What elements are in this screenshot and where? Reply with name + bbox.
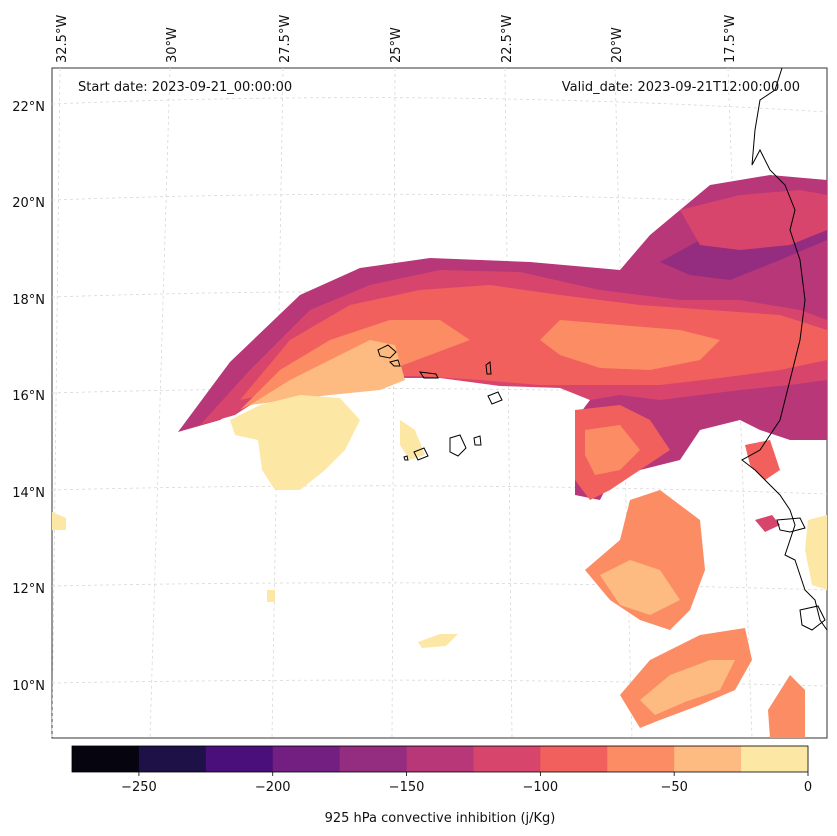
gridline-lon-20 xyxy=(614,67,633,739)
cin-band-south-peach xyxy=(600,560,680,615)
colorbar-swatch xyxy=(406,746,474,772)
island-brava xyxy=(403,455,409,461)
cin-band-coast-patch xyxy=(755,515,780,532)
colorbar-ticks: −250 −200 −150 −100 −50 0 xyxy=(121,772,812,795)
cin-patch-small xyxy=(267,590,275,602)
lat-label-18: 18°N xyxy=(12,293,45,308)
colorbar-swatch xyxy=(540,746,608,772)
colorbar-tick-label: 0 xyxy=(804,780,812,795)
latitude-labels: 22°N 20°N 18°N 16°N 14°N 12°N 10°N xyxy=(12,100,45,694)
lat-label-20: 20°N xyxy=(12,196,45,211)
lat-label-14: 14°N xyxy=(12,486,45,501)
gridline-lat-12 xyxy=(51,582,828,591)
colorbar-swatch xyxy=(339,746,408,772)
gridline-lon-25 xyxy=(391,67,396,739)
cin-band-southeast-corner xyxy=(768,675,805,738)
gridline-lon-22-5 xyxy=(504,67,513,739)
colorbar-tick-label: −150 xyxy=(389,780,425,795)
lon-label-22-5: 22.5°W xyxy=(500,15,515,63)
colorbar-swatch xyxy=(607,746,675,772)
coast-gambia xyxy=(776,517,806,533)
gridline-lat-10 xyxy=(51,679,828,687)
island-boa-vista xyxy=(487,391,503,405)
colorbar-swatches xyxy=(72,746,809,772)
map-area: Start date: 2023-09-21_00:00:00 Valid_da… xyxy=(51,67,828,739)
gridline-lat-22 xyxy=(51,97,828,113)
gridline-lat-16 xyxy=(51,388,828,399)
lon-label-25: 25°W xyxy=(389,27,404,63)
lat-label-16: 16°N xyxy=(12,389,45,404)
lat-label-12: 12°N xyxy=(12,582,45,597)
island-sao-vicente xyxy=(389,359,401,367)
colorbar-tick-label: −50 xyxy=(660,780,687,795)
colorbar-swatch xyxy=(272,746,341,772)
gridline-lat-14 xyxy=(51,485,828,495)
lon-label-32-5: 32.5°W xyxy=(55,15,70,63)
graticule xyxy=(51,67,828,739)
longitude-labels: 32.5°W 30°W 27.5°W 25°W 22.5°W 20°W 17.5… xyxy=(55,15,738,63)
gridline-lon-17-5 xyxy=(727,67,753,739)
island-santo-antao xyxy=(377,344,397,359)
start-date-label: Start date: 2023-09-21_00:00:00 xyxy=(78,80,292,95)
colorbar-swatch xyxy=(741,746,809,772)
cin-contour-field xyxy=(52,175,827,738)
colorbar-tick-label: −100 xyxy=(523,780,559,795)
africa-coastline xyxy=(741,67,828,631)
colorbar-outline xyxy=(71,745,809,773)
colorbar-swatch xyxy=(72,746,140,772)
cin-band-cream xyxy=(230,395,360,490)
coast-bijagos xyxy=(799,605,826,631)
island-fogo xyxy=(413,447,429,461)
lon-label-17-5: 17.5°W xyxy=(723,15,738,63)
island-maio xyxy=(473,435,482,446)
cin-band-peach xyxy=(250,340,405,405)
colorbar-swatch xyxy=(473,746,541,772)
valid-date-label: Valid_date: 2023-09-21T12:00:00.00 xyxy=(562,80,800,95)
colorbar-title: 925 hPa convective inhibition (j/Kg) xyxy=(325,811,556,826)
cin-band-coast-coral xyxy=(745,440,780,480)
gridline-lon-32-5 xyxy=(51,67,61,739)
lat-label-22: 22°N xyxy=(12,100,45,115)
cin-patch-streak xyxy=(418,634,458,648)
island-santiago xyxy=(449,434,467,457)
island-sal xyxy=(485,361,492,375)
lon-label-27-5: 27.5°W xyxy=(278,15,293,63)
cin-band-south-east-peach xyxy=(640,660,735,715)
gridline-lon-27-5 xyxy=(271,67,284,739)
cin-band-pink-north xyxy=(680,190,827,250)
gridline-lat-20 xyxy=(51,193,828,207)
lon-label-20: 20°W xyxy=(610,27,625,63)
colorbar-tick-label: −200 xyxy=(255,780,291,795)
lon-label-30: 30°W xyxy=(165,27,180,63)
cin-band-orange-center xyxy=(540,320,720,370)
cin-band-coast-cream xyxy=(805,515,827,590)
cin-patch-west xyxy=(52,512,66,530)
colorbar-swatch xyxy=(674,746,742,772)
colorbar-tick-label: −250 xyxy=(121,780,157,795)
gridline-lon-30 xyxy=(149,67,171,739)
gridline-lat-18 xyxy=(51,291,828,303)
colorbar-swatch xyxy=(138,746,207,772)
coastlines xyxy=(377,67,828,631)
cin-band-orange-south xyxy=(585,425,640,475)
lat-label-10: 10°N xyxy=(12,679,45,694)
island-sao-nicolau xyxy=(418,371,439,379)
colorbar-swatch xyxy=(205,746,274,772)
colorbar: −250 −200 −150 −100 −50 0 925 hPa convective … xyxy=(71,745,812,826)
